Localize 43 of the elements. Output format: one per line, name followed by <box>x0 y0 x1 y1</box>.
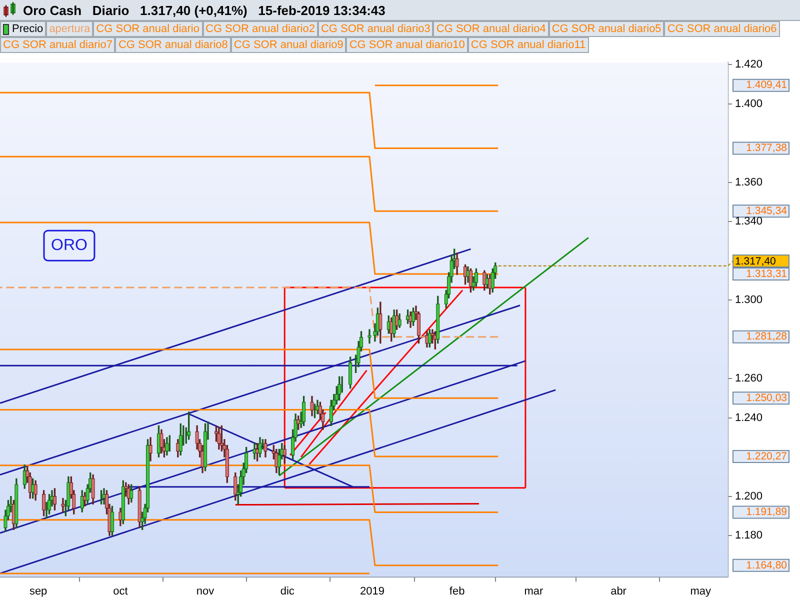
text: CG SOR anual diario4 <box>433 21 549 37</box>
y2-tick-label: 1.409,41 <box>746 79 788 92</box>
y-tick-label: 1.360 <box>735 176 763 188</box>
text: CG SOR anual diario6 <box>664 21 780 37</box>
x-tick-label: nov <box>196 585 215 598</box>
x-tick-label: feb <box>449 585 465 598</box>
text: CG SOR anual diario9 <box>230 37 346 53</box>
y-tick-label: 1.260 <box>735 372 763 385</box>
y-tick-label: 1.180 <box>735 530 763 542</box>
x-tick-label: dic <box>280 585 295 598</box>
y-tick-label: 1.300 <box>735 294 763 306</box>
text: CG SOR anual diario5 <box>548 21 664 37</box>
x-tick-label: 2019 <box>360 585 384 598</box>
y2-tick-label: 1.281,28 <box>746 330 788 343</box>
x-tick-label: abr <box>610 585 627 598</box>
y2-tick-label: 1.345,34 <box>746 204 788 217</box>
chart-title: Oro Cash Diario 1.317,40 (+0,41%) 15-feb-2019 13:34:43 <box>23 2 386 18</box>
y2-tick-label: 1.164,80 <box>746 559 788 572</box>
x-tick-label: sep <box>29 585 48 598</box>
y2-tick-label: 1.191,89 <box>746 506 788 518</box>
annotation: ORO <box>50 237 88 254</box>
x-tick-label: may <box>690 585 712 598</box>
text: CG SOR anual diario2 <box>202 21 318 37</box>
y-tick-label: 1.340 <box>735 216 763 228</box>
y-tick-label: 1.400 <box>735 98 763 110</box>
legend-label: CG SOR anual diario10 <box>346 37 468 53</box>
legend-label: Precio <box>0 21 46 37</box>
y-tick-label: 1.200 <box>735 490 763 502</box>
text: CG SOR anual diario3 <box>318 21 434 37</box>
legend-label: CG SOR anual diario11 <box>468 37 589 53</box>
y2-tick-label: 1.250,03 <box>746 392 788 404</box>
text: CG SOR anual diario <box>93 21 202 37</box>
text: CG SOR anual diario7 <box>0 37 116 53</box>
y2-tick-label: 1.313,31 <box>746 268 788 280</box>
x-tick-label: mar <box>524 585 544 598</box>
y-tick-label: 1.420 <box>735 58 763 71</box>
text: CG SOR anual diario8 <box>115 37 231 53</box>
x-tick-label: oct <box>113 585 128 598</box>
y-tick-label: 1.240 <box>735 412 763 424</box>
y2-tick-label: 1.220,27 <box>746 450 788 462</box>
text: apertura <box>46 21 94 37</box>
annotation: 1.317,40 <box>735 255 776 268</box>
y2-tick-label: 1.377,38 <box>746 142 788 154</box>
